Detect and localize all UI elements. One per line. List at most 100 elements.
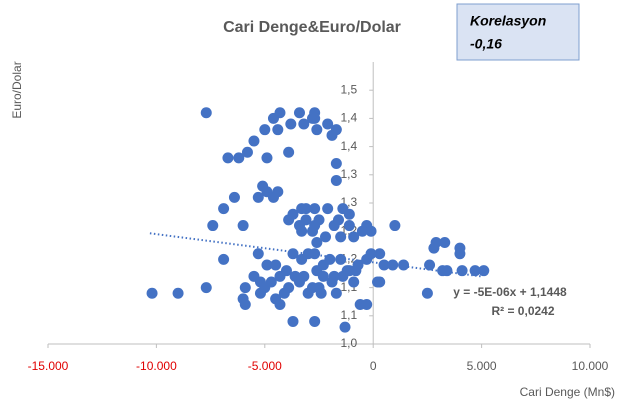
point	[456, 265, 468, 277]
y-tick-label: 1,5	[341, 82, 358, 96]
chart-title: Cari Denge&Euro/Dolar	[223, 19, 401, 36]
point	[293, 107, 305, 119]
x-tick-label: 0	[370, 359, 377, 373]
y-tick-label: 1,3	[341, 167, 358, 181]
x-tick-label: -10.000	[136, 359, 177, 373]
point	[322, 203, 334, 215]
point	[330, 287, 342, 299]
point	[309, 203, 321, 215]
point	[172, 287, 184, 299]
point	[437, 265, 449, 277]
point	[228, 191, 240, 203]
y-tick-label: 1,4	[341, 139, 358, 153]
point	[274, 270, 286, 282]
y-axis-label: Euro/Dolar	[10, 61, 24, 118]
y-tick-label: 1,0	[341, 336, 358, 350]
point	[200, 282, 212, 294]
point	[218, 253, 230, 265]
annotation: Korelasyon	[470, 13, 546, 29]
point	[248, 135, 260, 147]
point	[311, 236, 323, 248]
point	[374, 276, 386, 288]
point	[146, 287, 158, 299]
point	[424, 259, 436, 271]
point	[313, 214, 325, 226]
point	[339, 321, 351, 333]
point	[272, 186, 284, 198]
point	[241, 146, 253, 158]
point	[309, 315, 321, 327]
point	[239, 282, 251, 294]
point	[302, 287, 314, 299]
point	[365, 225, 377, 237]
point	[287, 248, 299, 260]
y-tick-label: 1,1	[341, 308, 358, 322]
point	[200, 107, 212, 119]
point	[320, 231, 332, 243]
point	[469, 265, 481, 277]
x-tick-label: 5.000	[467, 359, 497, 373]
point	[296, 225, 308, 237]
point	[261, 259, 273, 271]
point	[270, 259, 282, 271]
point	[207, 220, 219, 232]
point	[348, 231, 360, 243]
point	[272, 124, 284, 136]
point	[259, 124, 271, 136]
point	[274, 299, 286, 311]
annotation-box	[456, 3, 580, 61]
point	[309, 112, 321, 124]
point	[317, 270, 329, 282]
point	[285, 118, 297, 130]
point	[283, 146, 295, 158]
x-tick-label: 10.000	[572, 359, 609, 373]
point	[254, 287, 266, 299]
point	[335, 253, 347, 265]
point	[293, 276, 305, 288]
point	[398, 259, 410, 271]
point	[330, 158, 342, 170]
x-tick-label: -15.000	[28, 359, 69, 373]
point	[306, 225, 318, 237]
point	[348, 276, 360, 288]
annotation: -0,16	[470, 36, 502, 52]
point	[389, 220, 401, 232]
point	[335, 231, 347, 243]
point	[298, 118, 310, 130]
point	[343, 208, 355, 220]
point	[439, 236, 451, 248]
point	[361, 299, 373, 311]
point	[322, 118, 334, 130]
y-tick-label: 1,4	[341, 111, 358, 125]
x-tick-label: -5.000	[248, 359, 282, 373]
point	[374, 248, 386, 260]
point	[278, 287, 290, 299]
point	[287, 315, 299, 327]
point	[252, 191, 264, 203]
point	[300, 214, 312, 226]
point	[309, 248, 321, 260]
point	[330, 124, 342, 136]
point	[343, 220, 355, 232]
point	[311, 124, 323, 136]
point	[222, 152, 234, 164]
point	[315, 287, 327, 299]
point	[378, 259, 390, 271]
point	[237, 220, 249, 232]
point	[326, 276, 338, 288]
point	[233, 152, 245, 164]
point	[324, 253, 336, 265]
point	[218, 203, 230, 215]
point	[337, 270, 349, 282]
point	[239, 299, 251, 311]
x-axis-label: Cari Denge (Mn$)	[520, 385, 615, 399]
point	[274, 107, 286, 119]
point	[330, 174, 342, 186]
trend-label: R² = 0,0242	[491, 304, 554, 318]
point	[387, 259, 399, 271]
point	[421, 287, 433, 299]
point	[252, 248, 264, 260]
point	[350, 265, 362, 277]
point	[300, 203, 312, 215]
